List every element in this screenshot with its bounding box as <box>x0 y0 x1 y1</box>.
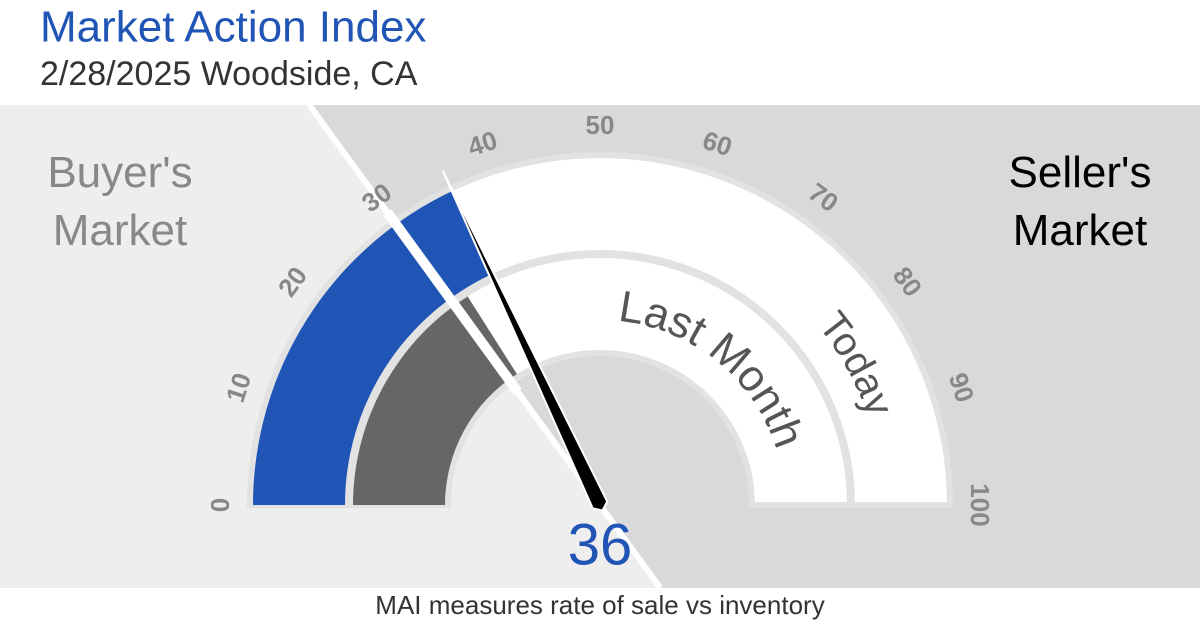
gauge-arc <box>353 296 517 505</box>
zone-label: Seller's Market <box>1008 148 1152 255</box>
tick-label: 100 <box>965 483 995 526</box>
threshold-gap <box>383 209 522 395</box>
zone-label: Buyer's Market <box>47 148 193 255</box>
tick-label: 0 <box>205 498 235 512</box>
footer: MAI measures rate of sale vs inventory <box>375 590 824 620</box>
value-label: 36 <box>568 512 633 577</box>
tick-label: 50 <box>586 110 615 140</box>
chart-title: Market Action Index <box>40 3 426 52</box>
needle <box>441 169 609 512</box>
chart-subtitle: 2/28/2025 Woodside, CA <box>40 55 418 93</box>
